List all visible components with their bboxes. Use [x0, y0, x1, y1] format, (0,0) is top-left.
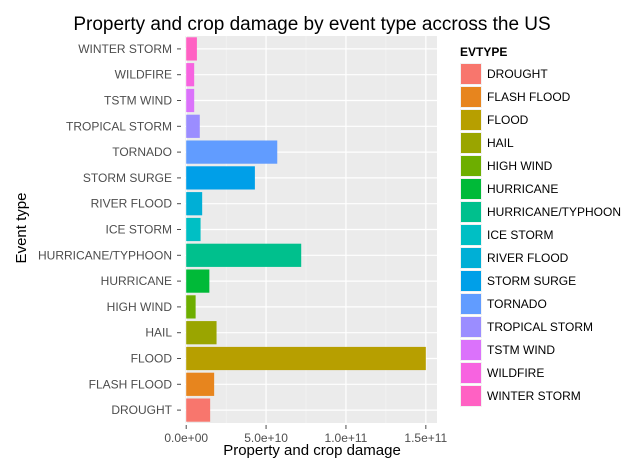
x-axis-ticks: 0.0e+00 5.0e+10 1.0e+11 1.5e+11 — [164, 425, 448, 445]
x-axis-title: Property and crop damage — [223, 442, 401, 459]
x-tick-label: 1.5e+11 — [404, 431, 447, 445]
legend-label: HIGH WIND — [487, 159, 553, 173]
legend-swatch-river-flood — [461, 248, 481, 268]
legend-label: DROUGHT — [487, 67, 548, 81]
y-tick-label: RIVER FLOOD — [91, 197, 173, 211]
bar-ice-storm — [186, 217, 201, 242]
legend-label: HAIL — [487, 136, 514, 150]
legend-swatch-ice-storm — [461, 225, 481, 245]
bar-wildfire — [186, 63, 195, 87]
y-axis-title: Event type — [13, 193, 30, 264]
legend-label: FLASH FLOOD — [487, 90, 571, 104]
legend: EVTYPE DROUGHT FLASH FLOOD FLOOD HAIL HIGH W… — [460, 45, 621, 407]
legend-swatch-high-wind — [461, 156, 481, 176]
bar-tstm-wind — [186, 88, 195, 113]
legend-label: HURRICANE — [487, 182, 558, 196]
y-axis-ticks: DROUGHT FLASH FLOOD FLOOD HAIL HIGH WIND HURR… — [38, 42, 181, 417]
y-tick-label: DROUGHT — [111, 403, 172, 417]
bar-winter-storm — [186, 37, 197, 61]
bar-river-flood — [186, 192, 203, 216]
legend-label: HURRICANE/TYPHOON — [487, 205, 621, 219]
x-tick-label: 0.0e+00 — [164, 431, 208, 445]
y-tick-label: FLOOD — [131, 352, 173, 366]
bar-hail — [186, 321, 217, 345]
legend-label: WILDFIRE — [487, 366, 544, 380]
legend-swatch-wildfire — [461, 363, 481, 383]
legend-swatch-tstm-wind — [461, 340, 481, 360]
legend-label: WINTER STORM — [487, 389, 581, 403]
legend-swatch-drought — [461, 64, 481, 84]
chart-title: Property and crop damage by event type a… — [73, 14, 550, 35]
legend-label: STORM SURGE — [487, 274, 576, 288]
y-tick-label: STORM SURGE — [83, 171, 172, 185]
y-tick-label: HIGH WIND — [107, 300, 173, 314]
y-tick-label: TROPICAL STORM — [66, 119, 172, 133]
y-tick-label: ICE STORM — [106, 223, 172, 237]
bar-flash-flood — [186, 372, 215, 396]
y-tick-label: WILDFIRE — [115, 68, 172, 82]
bar-hurricane-typhoon — [186, 243, 302, 267]
bar-flood — [186, 346, 426, 371]
legend-swatch-hurricane — [461, 179, 481, 199]
x-tick-label: 5.0e+10 — [244, 431, 288, 445]
legend-swatch-flood — [461, 110, 481, 130]
legend-label: TORNADO — [487, 297, 547, 311]
legend-label: FLOOD — [487, 113, 529, 127]
y-tick-label: TORNADO — [112, 145, 172, 159]
bar-high-wind — [186, 295, 196, 319]
legend-swatch-tornado — [461, 294, 481, 314]
bar-drought — [186, 398, 211, 422]
legend-label: RIVER FLOOD — [487, 251, 569, 265]
bar-tornado — [186, 140, 278, 164]
y-tick-label: HURRICANE/TYPHOON — [38, 248, 172, 262]
y-tick-label: WINTER STORM — [78, 42, 172, 56]
x-tick-label: 1.0e+11 — [325, 431, 368, 445]
legend-swatch-storm-surge — [461, 271, 481, 291]
bar-tropical-storm — [186, 114, 200, 138]
legend-title: EVTYPE — [460, 45, 507, 59]
y-tick-label: HURRICANE — [101, 274, 172, 288]
legend-swatch-hurricane-typhoon — [461, 202, 481, 222]
legend-label: TROPICAL STORM — [487, 320, 593, 334]
legend-swatch-winter-storm — [461, 386, 481, 406]
y-tick-label: TSTM WIND — [104, 94, 172, 108]
y-tick-label: HAIL — [145, 326, 172, 340]
legend-swatch-flash-flood — [461, 87, 481, 107]
bars — [186, 37, 426, 422]
bar-storm-surge — [186, 166, 255, 190]
legend-swatch-tropical-storm — [461, 317, 481, 337]
y-tick-label: FLASH FLOOD — [89, 377, 173, 391]
legend-label: ICE STORM — [487, 228, 553, 242]
bar-hurricane — [186, 269, 210, 293]
legend-swatch-hail — [461, 133, 481, 153]
legend-label: TSTM WIND — [487, 343, 555, 357]
